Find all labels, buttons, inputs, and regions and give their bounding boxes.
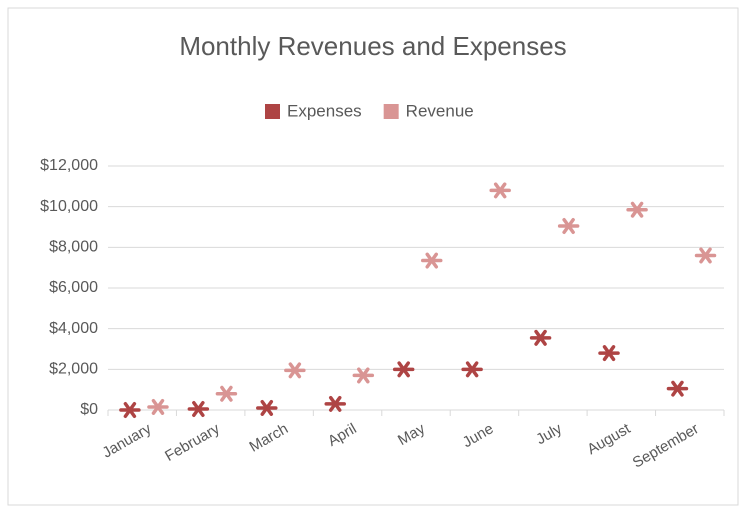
chart-frame (7, 7, 739, 506)
legend-swatch (265, 104, 280, 119)
marker (420, 252, 443, 269)
y-tick-label: $0 (80, 401, 98, 418)
marker-stroke (192, 400, 205, 417)
legend-label: Expenses (287, 101, 362, 120)
marker-stroke (534, 329, 547, 346)
marker (529, 329, 552, 346)
marker-stroke (151, 398, 165, 415)
y-tick-label: $12,000 (40, 157, 98, 174)
legend-swatch (383, 104, 399, 119)
marker (215, 385, 238, 402)
marker (352, 367, 375, 384)
marker (461, 361, 483, 378)
marker (598, 345, 620, 362)
marker (666, 380, 689, 397)
chart-title: Monthly Revenues and Expenses (179, 31, 566, 61)
marker (392, 361, 415, 378)
marker-stroke (123, 402, 137, 418)
y-tick-label: $6,000 (49, 279, 98, 296)
marker (256, 399, 278, 416)
marker-stroke (260, 399, 274, 416)
marker (147, 398, 169, 415)
marker-stroke (671, 380, 684, 397)
marker-stroke (562, 217, 575, 234)
marker (557, 217, 580, 234)
marker-stroke (493, 182, 507, 199)
marker-stroke (630, 201, 644, 218)
marker-stroke (699, 247, 712, 264)
y-tick-label: $8,000 (49, 239, 98, 256)
marker-stroke (465, 361, 479, 378)
marker (284, 362, 306, 379)
marker (119, 402, 141, 418)
marker-stroke (328, 395, 342, 412)
marker (187, 400, 210, 417)
marker (626, 201, 648, 218)
marker-stroke (288, 362, 302, 379)
marker (324, 395, 346, 412)
marker-stroke (425, 252, 438, 269)
marker (694, 247, 717, 264)
marker-stroke (357, 367, 370, 384)
y-tick-label: $10,000 (40, 198, 98, 215)
legend-label: Revenue (406, 101, 474, 120)
marker-stroke (220, 385, 233, 402)
y-tick-label: $4,000 (49, 320, 98, 337)
marker-stroke (602, 345, 616, 362)
marker (489, 182, 511, 199)
y-tick-label: $2,000 (49, 361, 98, 378)
marker-stroke (397, 361, 410, 378)
